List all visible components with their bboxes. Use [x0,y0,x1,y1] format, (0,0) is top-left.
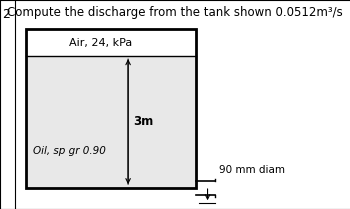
Text: 3m: 3m [133,115,154,128]
Text: Air, 24, kPa: Air, 24, kPa [69,38,133,48]
Bar [26,29,196,188]
Bar [26,56,196,188]
Text: 90 mm diam: 90 mm diam [219,165,285,175]
Text: 2: 2 [2,8,10,21]
Bar [26,29,196,56]
Text: Oil, sp gr 0.90: Oil, sp gr 0.90 [33,146,106,156]
Text: Compute the discharge from the tank shown 0.0512m³/s: Compute the discharge from the tank show… [7,6,343,19]
